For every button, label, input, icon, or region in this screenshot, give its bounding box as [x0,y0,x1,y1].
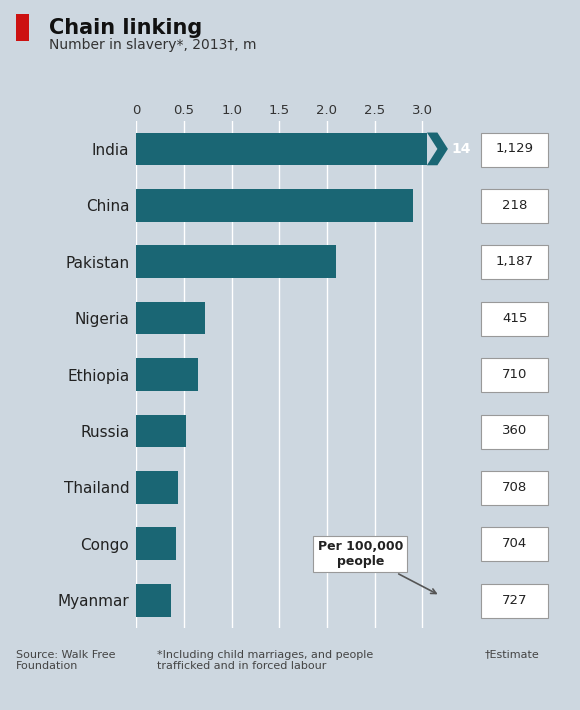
Text: Per 100,000
people: Per 100,000 people [317,540,436,594]
Bar [136,584,171,616]
Text: Chain linking: Chain linking [49,18,202,38]
Bar [136,528,176,560]
Bar [136,471,178,503]
Text: 710: 710 [502,368,527,381]
Bar [136,246,336,278]
Text: 14: 14 [452,142,471,156]
Text: 1,129: 1,129 [496,143,534,155]
Bar [136,302,205,334]
Text: Number in slavery*, 2013†, m: Number in slavery*, 2013†, m [49,38,257,52]
Text: 415: 415 [502,312,527,324]
Bar [136,133,439,165]
Bar [136,415,186,447]
Bar [136,358,198,391]
Text: 727: 727 [502,594,527,606]
Polygon shape [427,133,448,165]
Bar [427,131,565,166]
Text: 360: 360 [502,425,527,437]
Text: 1,187: 1,187 [496,255,534,268]
Text: 708: 708 [502,481,527,494]
Text: †Estimate: †Estimate [484,650,539,660]
Text: 704: 704 [502,537,527,550]
Text: Source: Walk Free
Foundation: Source: Walk Free Foundation [16,650,116,671]
Text: 218: 218 [502,199,527,212]
Bar [136,189,412,222]
Text: *Including child marriages, and people
trafficked and in forced labour: *Including child marriages, and people t… [157,650,373,671]
